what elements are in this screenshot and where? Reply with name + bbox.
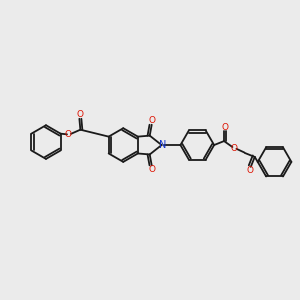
Text: O: O xyxy=(148,116,155,125)
Text: O: O xyxy=(221,123,229,132)
Text: O: O xyxy=(246,166,253,175)
Text: O: O xyxy=(148,165,155,174)
Text: O: O xyxy=(77,110,84,119)
Text: N: N xyxy=(159,140,166,150)
Text: O: O xyxy=(230,143,237,152)
Text: O: O xyxy=(65,130,72,139)
